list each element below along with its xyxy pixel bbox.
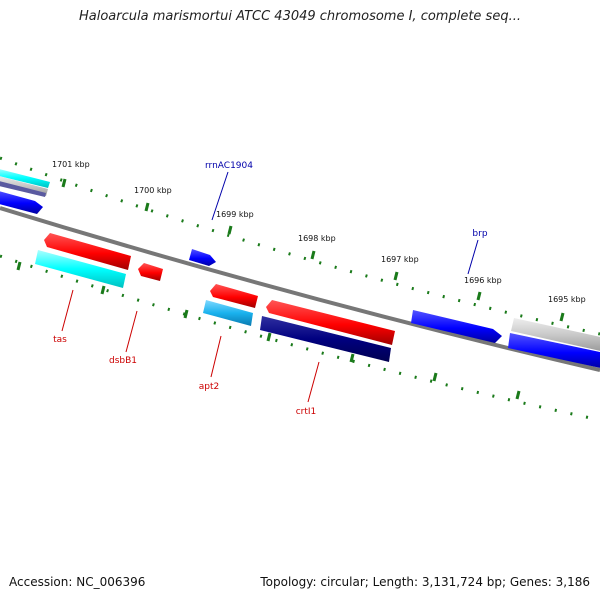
scale-label-1697: 1697 kbp xyxy=(381,255,419,264)
scale-major-ticks xyxy=(61,178,565,322)
inner-major-ticks xyxy=(16,261,521,400)
feature-tas-cyan[interactable] xyxy=(35,250,126,288)
feature-apt2[interactable] xyxy=(210,284,258,308)
scale-label-1700: 1700 kbp xyxy=(134,186,172,195)
feature-crtI1-navy[interactable] xyxy=(260,316,391,362)
scale-labels: 1701 kbp 1700 kbp 1699 kbp 1698 kbp 1697… xyxy=(52,160,586,304)
gene-label-brp[interactable]: brp xyxy=(472,229,487,239)
feature-dsbB1[interactable] xyxy=(138,263,163,281)
leader-crtI1 xyxy=(307,361,320,403)
leader-tas xyxy=(61,289,74,332)
feature-crtI1[interactable] xyxy=(266,300,395,345)
scale-label-1696: 1696 kbp xyxy=(464,276,502,285)
gene-labels: rrnAC1904 brp tas dsbB1 apt2 crtI1 xyxy=(53,161,488,417)
feature-navy-top-left[interactable] xyxy=(0,180,46,197)
feature-forward-top-left[interactable] xyxy=(0,190,43,214)
feature-apt2-blue[interactable] xyxy=(203,300,253,326)
gene-label-rrnAC1904[interactable]: rrnAC1904 xyxy=(205,161,253,171)
chromosome-backbone xyxy=(0,206,600,372)
scale-label-1701: 1701 kbp xyxy=(52,160,90,169)
scale-label-1698: 1698 kbp xyxy=(298,234,336,243)
leader-rrnAC1904 xyxy=(211,171,229,221)
map-title: Haloarcula marismortui ATCC 43049 chromo… xyxy=(79,9,521,24)
feature-cyan-top-left[interactable] xyxy=(0,168,50,188)
feature-rrnAC1904[interactable] xyxy=(189,249,216,266)
topology-label: Topology: circular; Length: 3,131,724 bp… xyxy=(260,575,590,589)
feature-forward-right[interactable] xyxy=(508,333,600,369)
gene-label-apt2[interactable]: apt2 xyxy=(199,382,219,392)
leader-brp xyxy=(467,239,479,275)
feature-gray-right[interactable] xyxy=(511,318,600,352)
gene-label-dsbB1[interactable]: dsbB1 xyxy=(109,356,137,366)
leader-apt2 xyxy=(210,335,222,378)
feature-tas[interactable] xyxy=(44,233,131,270)
feature-brp[interactable] xyxy=(411,310,502,343)
label-leaders xyxy=(61,171,479,403)
features xyxy=(0,168,600,369)
accession-label: Accession: NC_006396 xyxy=(9,575,146,589)
gene-label-crtI1[interactable]: crtI1 xyxy=(296,407,317,417)
leader-dsbB1 xyxy=(125,310,138,353)
scale-label-1699: 1699 kbp xyxy=(216,210,254,219)
gene-label-tas[interactable]: tas xyxy=(53,335,67,345)
scale-label-1695: 1695 kbp xyxy=(548,295,586,304)
